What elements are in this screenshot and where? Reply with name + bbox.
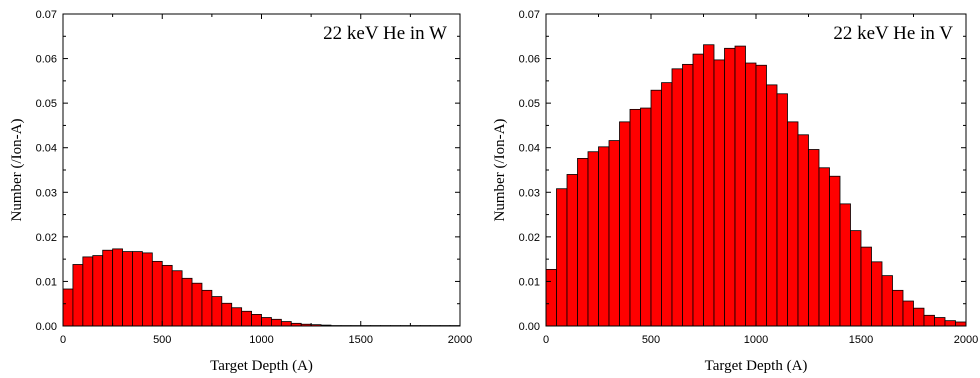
y-tick-label: 0.06	[36, 54, 57, 66]
x-tick-label: 1500	[349, 334, 373, 346]
x-tick-label: 500	[153, 334, 171, 346]
y-tick-label: 0.04	[519, 143, 540, 155]
x-tick-label: 500	[642, 334, 660, 346]
histogram-bar	[797, 134, 809, 327]
histogram-bar	[713, 59, 725, 327]
histogram-bar	[92, 255, 104, 327]
chart-panel-v: 0 500 1000 1500 2000 0.00 0.01 0.02 0.03 0.04 0.05…	[492, 9, 978, 374]
histogram-bar	[545, 268, 557, 327]
y-tick-label: 0.02	[519, 232, 540, 244]
histogram-bar	[776, 93, 788, 327]
histogram-bar	[671, 68, 683, 327]
histogram-bar	[850, 230, 862, 327]
histogram-bar	[556, 188, 568, 327]
histogram-bar	[839, 203, 851, 327]
histogram-bar	[724, 47, 736, 327]
histogram-bar	[692, 53, 704, 327]
chart-panel-w: 0 500 1000 1500 2000 0.00 0.01 0.02 0.03 0.04 0.05…	[9, 9, 472, 374]
histogram-bar	[587, 151, 599, 327]
histogram-bar	[141, 252, 153, 327]
histogram-bar	[241, 310, 252, 327]
histogram-bar	[902, 300, 914, 327]
histogram-bar	[955, 321, 967, 327]
histogram-bar	[598, 146, 610, 327]
histogram-bar	[62, 288, 74, 327]
y-tick-label: 0.01	[519, 276, 540, 288]
y-axis-label: Number (/Ion-A)	[492, 119, 508, 222]
y-tick-label: 0.00	[519, 321, 540, 333]
histogram-bar	[181, 277, 193, 327]
histogram-bar	[787, 121, 799, 327]
y-tick-label: 0.07	[519, 9, 540, 21]
y-axis-label: Number (/Ion-A)	[9, 119, 25, 222]
histogram-bar	[566, 174, 578, 327]
histogram-bar	[271, 318, 282, 327]
histogram-bar	[261, 317, 272, 327]
x-axis-label: Target Depth (A)	[210, 358, 313, 374]
histogram-bar	[818, 167, 830, 327]
histogram-bar	[577, 158, 589, 327]
histogram-bar	[280, 321, 292, 327]
histogram-bar	[629, 108, 641, 327]
x-tick-label: 1500	[849, 334, 873, 346]
histogram-bar	[231, 307, 243, 327]
histogram-bar	[829, 175, 841, 327]
histogram-bar	[161, 264, 173, 327]
y-tick-label: 0.03	[519, 187, 540, 199]
histogram-bar	[745, 62, 757, 327]
chart-annotation: 22 keV He in V	[833, 23, 953, 44]
histogram-bar	[871, 261, 883, 327]
histogram-bar	[923, 314, 935, 327]
histogram-bar	[102, 249, 114, 327]
histogram-bar	[122, 251, 133, 327]
histogram-bar	[251, 314, 262, 327]
y-tick-label: 0.00	[36, 321, 57, 333]
x-tick-label: 2000	[448, 334, 472, 346]
y-tick-label: 0.04	[36, 143, 57, 155]
histogram-bar	[171, 270, 183, 327]
histogram-bar	[755, 64, 767, 327]
x-tick-label: 0	[60, 334, 66, 346]
histogram-bar	[132, 251, 143, 327]
y-tick-label: 0.07	[36, 9, 57, 21]
histogram-bar	[682, 63, 694, 327]
histogram-bar	[151, 260, 163, 327]
histogram-bar	[808, 149, 820, 327]
histogram-bar	[191, 282, 203, 327]
histogram-bar	[661, 82, 673, 327]
histogram-bar	[650, 89, 662, 327]
y-tick-label: 0.06	[519, 54, 540, 66]
histogram-bar	[640, 107, 652, 327]
histogram-bar	[860, 246, 872, 327]
histogram-bar	[703, 44, 715, 327]
histogram-bar	[82, 256, 94, 327]
histogram-bar	[619, 121, 631, 327]
histogram-bar	[944, 320, 956, 327]
x-axis-label: Target Depth (A)	[705, 358, 808, 374]
y-tick-label: 0.05	[36, 98, 57, 110]
histogram-bar	[112, 248, 123, 327]
y-tick-label: 0.01	[36, 276, 57, 288]
chart-annotation: 22 keV He in W	[323, 23, 447, 44]
histogram-bar	[934, 317, 946, 327]
histogram-bar	[608, 140, 620, 327]
histogram-bar	[201, 289, 213, 327]
x-tick-label: 1000	[249, 334, 273, 346]
histogram-bar	[221, 302, 233, 327]
histogram-bar	[72, 264, 84, 327]
histogram-bar	[766, 84, 778, 327]
x-tick-label: 0	[543, 334, 549, 346]
y-tick-label: 0.03	[36, 187, 57, 199]
y-tick-label: 0.05	[519, 98, 540, 110]
histogram-bar	[734, 45, 746, 327]
x-tick-label: 1000	[744, 334, 768, 346]
histogram-bar	[892, 289, 904, 327]
histogram-bar	[913, 307, 925, 327]
x-tick-label: 2000	[954, 334, 978, 346]
histogram-bar	[881, 275, 893, 327]
histogram-bar	[211, 296, 223, 327]
y-tick-label: 0.02	[36, 232, 57, 244]
